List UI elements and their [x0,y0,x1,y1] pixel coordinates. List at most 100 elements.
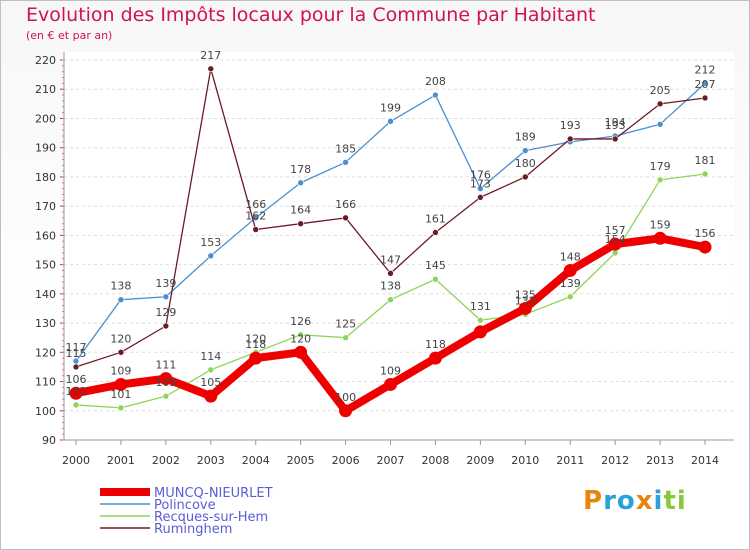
proxiti-logo: Proxiti [583,486,687,516]
data-point-recques-sur-hem [611,249,619,257]
data-point-polincove [387,118,394,125]
data-point-muncq-nieurlet [653,231,667,245]
y-tick-label: 110 [35,376,56,389]
data-point-recques-sur-hem [701,170,709,178]
y-tick-label: 170 [35,200,56,213]
data-label-ruminghem: 129 [155,306,176,319]
data-label-recques-sur-hem: 101 [110,388,131,401]
data-point-recques-sur-hem [162,392,170,400]
data-point-ruminghem [252,226,260,233]
data-point-recques-sur-hem [297,331,304,339]
data-point-recques-sur-hem [117,404,125,412]
data-point-muncq-nieurlet [249,351,263,365]
x-tick-label: 2003 [197,454,225,467]
data-label-recques-sur-hem: 102 [66,385,87,398]
data-point-polincove [342,159,349,166]
data-point-polincove [207,252,215,260]
data-label-recques-sur-hem: 154 [605,233,626,246]
y-tick-label: 90 [42,434,56,447]
data-label-recques-sur-hem: 145 [425,259,446,272]
y-tick-label: 220 [35,54,56,67]
data-point-recques-sur-hem [477,316,484,324]
data-label-polincove: 117 [66,341,87,354]
x-tick-label: 2004 [242,454,270,467]
data-point-ruminghem [656,100,664,108]
data-point-muncq-nieurlet [698,240,712,254]
data-point-recques-sur-hem [656,176,664,184]
data-point-ruminghem [432,229,439,236]
data-label-polincove: 212 [695,63,716,76]
data-label-polincove: 189 [515,131,536,144]
data-point-muncq-nieurlet [608,237,622,251]
data-point-ruminghem [117,349,125,356]
data-label-recques-sur-hem: 131 [470,300,491,313]
data-point-recques-sur-hem [342,334,349,341]
data-label-muncq-nieurlet: 109 [110,364,131,377]
data-label-recques-sur-hem: 179 [650,160,671,173]
data-point-polincove [117,296,125,303]
y-tick-label: 180 [35,171,56,184]
data-point-ruminghem [207,65,215,73]
data-point-muncq-nieurlet [518,301,532,315]
data-point-ruminghem [342,214,349,222]
data-label-ruminghem: 205 [650,84,671,97]
data-label-muncq-nieurlet: 148 [560,250,581,263]
data-point-muncq-nieurlet [114,377,128,391]
y-tick-label: 130 [35,317,56,330]
data-label-muncq-nieurlet: 105 [200,376,221,389]
data-point-ruminghem [566,135,574,143]
data-point-recques-sur-hem [432,275,439,283]
data-label-ruminghem: 217 [200,49,221,62]
data-point-muncq-nieurlet [339,404,353,418]
x-tick-label: 2010 [511,454,539,467]
data-label-polincove: 138 [110,280,131,293]
data-label-muncq-nieurlet: 109 [380,364,401,377]
data-point-muncq-nieurlet [473,325,487,339]
legend-label-ruminghem: Ruminghem [154,522,232,537]
data-label-muncq-nieurlet: 118 [425,338,446,351]
data-point-polincove [432,91,439,99]
y-tick-label: 210 [35,83,56,96]
data-label-recques-sur-hem: 181 [695,154,716,167]
data-label-ruminghem: 162 [245,210,266,223]
data-point-ruminghem [162,322,170,330]
x-tick-label: 2011 [556,454,584,467]
x-tick-label: 2013 [646,454,674,467]
data-label-muncq-nieurlet: 135 [515,288,536,301]
data-point-ruminghem [611,135,619,143]
data-label-muncq-nieurlet: 111 [155,359,176,372]
y-tick-label: 140 [35,288,56,301]
data-point-recques-sur-hem [72,401,80,409]
x-tick-label: 2007 [377,454,405,467]
data-point-recques-sur-hem [566,293,574,301]
data-label-polincove: 166 [245,198,266,211]
legend: MUNCQ-NIEURLETPolincoveRecques-sur-HemRu… [100,486,273,537]
x-tick-label: 2001 [107,454,135,467]
data-label-muncq-nieurlet: 118 [245,338,266,351]
series-lines [69,65,712,418]
data-point-ruminghem [701,94,709,102]
data-label-recques-sur-hem: 138 [380,280,401,293]
data-point-muncq-nieurlet [294,345,308,359]
data-label-polincove: 153 [200,236,221,249]
data-point-ruminghem [297,220,304,227]
data-label-polincove: 185 [335,142,356,155]
data-point-polincove [477,185,484,192]
y-tick-label: 100 [35,405,56,418]
data-point-recques-sur-hem [207,366,215,374]
data-point-ruminghem [387,270,394,277]
data-point-polincove [162,293,170,301]
legend-label-polincove: Polincove [154,498,216,513]
chart-title: Evolution des Impôts locaux pour la Comm… [26,4,596,26]
data-label-ruminghem: 207 [695,78,716,91]
data-point-recques-sur-hem [387,296,394,303]
data-point-muncq-nieurlet [159,372,173,386]
data-point-muncq-nieurlet [69,386,83,400]
data-label-polincove: 208 [425,75,446,88]
data-point-muncq-nieurlet [384,377,398,391]
data-label-polincove: 178 [290,163,311,176]
data-point-muncq-nieurlet [428,351,442,365]
x-tick-label: 2009 [466,454,494,467]
data-point-polincove [656,121,664,128]
data-label-ruminghem: 193 [560,119,581,132]
